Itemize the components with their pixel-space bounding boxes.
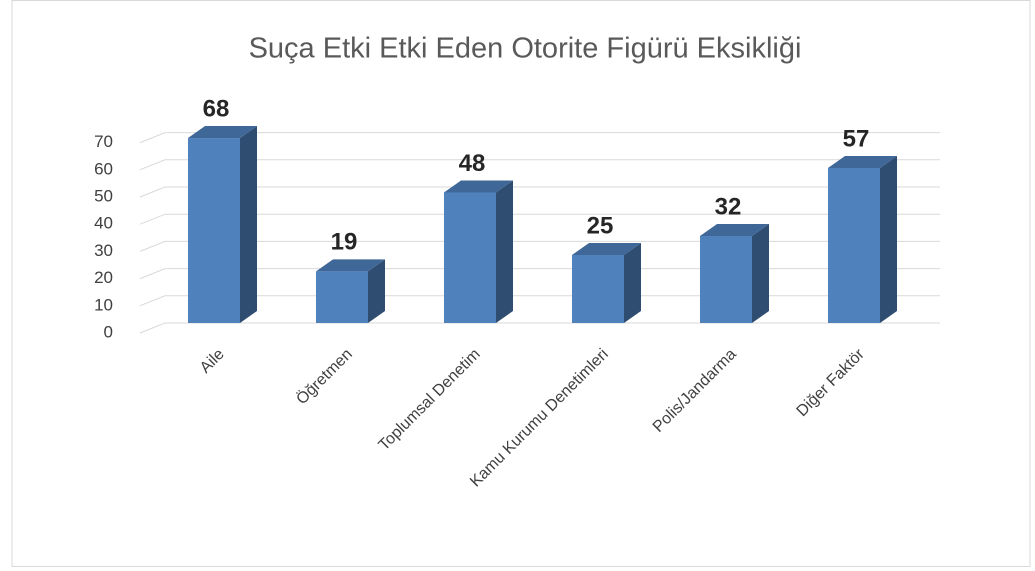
grid-line [139, 322, 940, 334]
bar [444, 192, 496, 323]
bar [316, 271, 368, 323]
value-label: 32 [715, 193, 742, 220]
y-tick-label: 30 [94, 241, 113, 260]
y-tick-label: 40 [94, 214, 113, 233]
chart-title: Suça Etki Etki Eden Otorite Figürü Eksik… [249, 33, 802, 65]
bar-side [752, 223, 769, 323]
bar [828, 167, 880, 323]
y-tick-label: 60 [94, 159, 113, 178]
y-tick-label: 20 [94, 268, 113, 287]
grid-line [139, 186, 940, 198]
grid-line [139, 132, 940, 144]
grid-line [139, 213, 940, 225]
grid-line [139, 240, 940, 252]
value-label: 57 [843, 125, 870, 152]
bar-side [880, 155, 897, 323]
y-tick-label: 50 [94, 186, 113, 205]
y-tick-label: 10 [94, 295, 113, 314]
bar-side [240, 126, 257, 323]
bar [700, 235, 752, 323]
bar-top [700, 223, 769, 236]
bar [188, 138, 240, 323]
bar-top [188, 126, 257, 139]
value-label: 48 [459, 150, 486, 177]
y-tick-label: 70 [94, 132, 113, 151]
grid-line [139, 295, 940, 307]
bar-top [444, 180, 513, 193]
value-label: 25 [587, 212, 614, 239]
value-label: 68 [203, 95, 230, 122]
bar-top [572, 243, 641, 255]
grid-line [139, 159, 940, 171]
bar-side [624, 243, 641, 323]
y-tick-label: 0 [104, 322, 113, 341]
bar [572, 255, 624, 323]
bar-top [828, 155, 897, 168]
bar-side [368, 259, 385, 323]
grid-line [139, 268, 940, 280]
bar-top [316, 259, 385, 272]
value-label: 19 [331, 229, 358, 256]
bar-side [496, 180, 513, 323]
